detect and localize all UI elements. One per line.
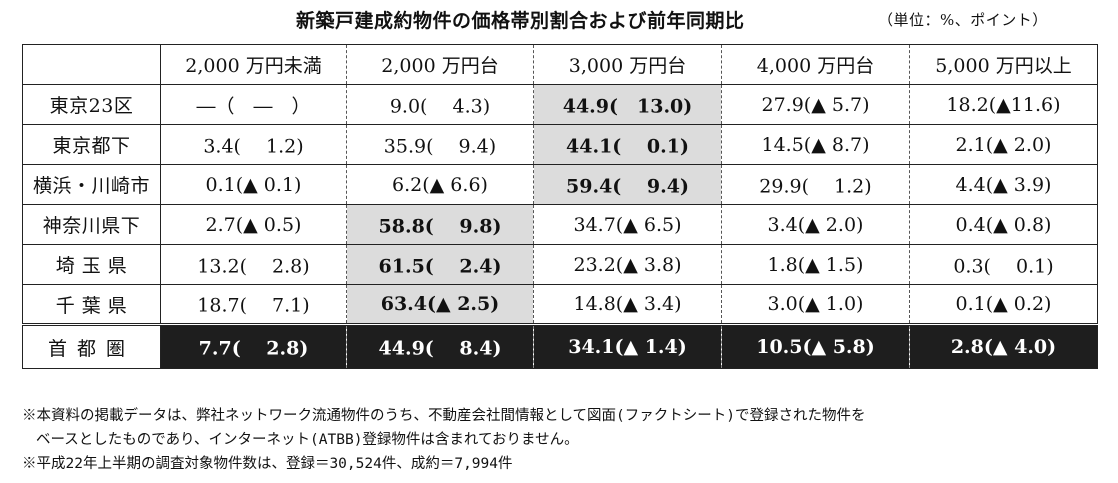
cell-value: 59.4( 9.4) (566, 175, 689, 197)
table-cell: 0.1(▲ 0.2) (909, 284, 1098, 325)
table-row: 埼 玉 県 13.2( 2.8) 61.5( 2.4) 23.2(▲ 3.8) 1.8(… (22, 244, 1098, 285)
table-cell: 9.0( 4.3) (346, 84, 534, 125)
column-header: 2,000 万円未満 (160, 44, 347, 85)
table-row: 千 葉 県 18.7( 7.1) 63.4(▲ 2.5) 14.8(▲ 3.4) 3.0… (22, 284, 1098, 325)
cell-value: 44.9( 8.4) (378, 337, 502, 360)
table-cell: 2.7(▲ 0.5) (160, 204, 347, 245)
total-cell: 10.5(▲ 5.8) (721, 323, 910, 369)
total-cell: 44.9( 8.4) (346, 323, 534, 369)
cell-value: ―（ ― ） (196, 95, 311, 117)
total-cell: 2.8(▲ 4.0) (909, 323, 1098, 369)
table-cell: 0.3( 0.1) (909, 244, 1098, 285)
cell-value: 27.9(▲ 5.7) (761, 93, 870, 116)
cell-value: 18.7( 7.1) (197, 294, 310, 317)
page-title: 新築戸建成約物件の価格帯別割合および前年同期比 (296, 10, 745, 32)
cell-value: 34.7(▲ 6.5) (573, 213, 682, 236)
unit-label: （単位：%、ポイント） (878, 11, 1048, 29)
total-cell: 34.1(▲ 1.4) (533, 323, 722, 369)
cell-value: 14.5(▲ 8.7) (761, 133, 870, 156)
cell-value: 13.2( 2.8) (197, 255, 310, 277)
table-cell: 3.4( 1.2) (160, 124, 347, 165)
table-row: 東京都下 3.4( 1.2) 35.9( 9.4) 44.1( 0.1) 14.5(▲ … (22, 124, 1098, 165)
table-cell: ―（ ― ） (160, 84, 347, 125)
table-row: 東京23区 ―（ ― ） 9.0( 4.3) 44.9( 13.0) 27.9(▲ 5.… (22, 84, 1098, 125)
footnote-1: ※本資料の掲載データは、弊社ネットワーク流通物件のうち、不動産会社間情報として図… (22, 408, 866, 424)
cell-value: 58.8( 9.8) (378, 215, 502, 237)
cell-value: 29.9( 1.2) (759, 175, 872, 197)
table-cell: 18.7( 7.1) (160, 284, 347, 325)
column-header: 3,000 万円台 (533, 44, 722, 85)
table-cell-highlight: 44.1( 0.1) (533, 124, 722, 165)
cell-value: 9.0( 4.3) (389, 95, 491, 117)
table-cell: 6.2(▲ 6.6) (346, 164, 534, 205)
header-row: 2,000 万円未満 2,000 万円台 3,000 万円台 4,000 万円台… (22, 44, 1098, 85)
cell-value: 44.1( 0.1) (566, 135, 689, 157)
table-cell: 23.2(▲ 3.8) (533, 244, 722, 285)
row-label: 埼 玉 県 (22, 244, 161, 285)
column-header: 2,000 万円台 (346, 44, 534, 85)
cell-value: 0.3( 0.1) (953, 255, 1054, 277)
table-row: 神奈川県下 2.7(▲ 0.5) 58.8( 9.8) 34.7(▲ 6.5) 3.4(… (22, 204, 1098, 245)
row-label: 神奈川県下 (22, 204, 161, 245)
cell-value: 44.9( 13.0) (562, 95, 693, 117)
total-row: 首都圏 7.7( 2.8) 44.9( 8.4) 34.1(▲ 1.4) 10.5(▲ … (22, 323, 1098, 369)
table-cell: 2.1(▲ 2.0) (909, 124, 1098, 165)
table-cell: 0.4(▲ 0.8) (909, 204, 1098, 245)
cell-value: 23.2(▲ 3.8) (573, 253, 682, 276)
cell-value: 3.0(▲ 1.0) (767, 293, 864, 315)
row-label: 東京都下 (22, 124, 161, 165)
cell-value: 4.4(▲ 3.9) (955, 173, 1052, 196)
total-label: 首都圏 (22, 323, 161, 369)
cell-value: 61.5( 2.4) (378, 255, 502, 277)
table-cell: 29.9( 1.2) (721, 164, 910, 205)
cell-value: 1.8(▲ 1.5) (767, 253, 864, 276)
cell-value: 63.4(▲ 2.5) (380, 293, 500, 315)
cell-value: 18.2(▲11.6) (946, 93, 1061, 116)
cell-value: 7.7( 2.8) (198, 337, 309, 360)
cell-value: 2.1(▲ 2.0) (955, 133, 1052, 156)
cell-value: 34.1(▲ 1.4) (568, 336, 687, 358)
table-cell: 14.8(▲ 3.4) (533, 284, 722, 325)
cell-value: 2.8(▲ 4.0) (950, 336, 1057, 358)
table-cell: 0.1(▲ 0.1) (160, 164, 347, 205)
cell-value: 10.5(▲ 5.8) (756, 336, 875, 358)
total-cell: 7.7( 2.8) (160, 323, 347, 369)
cell-value: 3.4( 1.2) (203, 135, 304, 157)
cell-value: 2.7(▲ 0.5) (205, 213, 302, 236)
footnote-2: ※平成22年上半期の調査対象物件数は、登録＝30,524件、成約＝7,994件 (22, 456, 513, 472)
table-cell: 18.2(▲11.6) (909, 84, 1098, 125)
cell-value: 0.1(▲ 0.1) (205, 173, 302, 196)
column-header: 4,000 万円台 (721, 44, 910, 85)
table-cell-highlight: 58.8( 9.8) (346, 204, 534, 245)
column-header: 5,000 万円以上 (909, 44, 1098, 85)
table-cell-highlight: 59.4( 9.4) (533, 164, 722, 205)
table-cell: 3.4(▲ 2.0) (721, 204, 910, 245)
cell-value: 0.4(▲ 0.8) (955, 213, 1052, 236)
table-cell-highlight: 63.4(▲ 2.5) (346, 284, 534, 325)
cell-value: 35.9( 9.4) (383, 135, 497, 157)
table-cell: 4.4(▲ 3.9) (909, 164, 1098, 205)
footnotes: ※本資料の掲載データは、弊社ネットワーク流通物件のうち、不動産会社間情報として図… (22, 404, 1112, 476)
cell-value: 0.1(▲ 0.2) (955, 293, 1052, 315)
footnote-1-cont: ベースとしたものであり、インターネット(ATBB)登録物件は含まれておりません。 (36, 432, 579, 448)
corner-cell (22, 44, 161, 85)
row-label: 東京23区 (22, 84, 161, 125)
table-cell: 34.7(▲ 6.5) (533, 204, 722, 245)
cell-value: 14.8(▲ 3.4) (573, 293, 682, 315)
table-cell-highlight: 61.5( 2.4) (346, 244, 534, 285)
table-cell: 3.0(▲ 1.0) (721, 284, 910, 325)
row-label: 横浜・川崎市 (22, 164, 161, 205)
cell-value: 3.4(▲ 2.0) (767, 213, 864, 236)
table-cell: 35.9( 9.4) (346, 124, 534, 165)
table-cell: 14.5(▲ 8.7) (721, 124, 910, 165)
cell-value: 6.2(▲ 6.6) (392, 173, 488, 196)
row-label: 千 葉 県 (22, 284, 161, 325)
table-cell: 27.9(▲ 5.7) (721, 84, 910, 125)
table-cell: 1.8(▲ 1.5) (721, 244, 910, 285)
price-band-table: 2,000 万円未満 2,000 万円台 3,000 万円台 4,000 万円台… (22, 44, 1098, 369)
table-cell: 13.2( 2.8) (160, 244, 347, 285)
table-cell-highlight: 44.9( 13.0) (533, 84, 722, 125)
table-row: 横浜・川崎市 0.1(▲ 0.1) 6.2(▲ 6.6) 59.4( 9.4) 29.9… (22, 164, 1098, 205)
